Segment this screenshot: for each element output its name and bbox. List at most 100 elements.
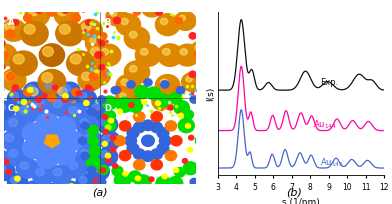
Circle shape [83, 101, 89, 105]
Circle shape [59, 24, 70, 34]
Circle shape [198, 146, 210, 156]
Circle shape [42, 73, 53, 82]
Circle shape [76, 174, 96, 192]
Circle shape [133, 122, 145, 133]
Circle shape [0, 47, 5, 56]
Circle shape [111, 188, 120, 195]
Text: $\mathrm{Au}_{145}$: $\mathrm{Au}_{145}$ [320, 156, 344, 169]
Circle shape [175, 17, 182, 24]
Circle shape [60, 181, 80, 199]
Circle shape [116, 14, 140, 35]
Circle shape [171, 136, 182, 146]
Circle shape [0, 104, 5, 111]
Circle shape [69, 107, 78, 114]
Circle shape [114, 17, 121, 24]
Circle shape [5, 116, 27, 135]
Circle shape [100, 71, 107, 78]
Text: B: B [104, 18, 110, 27]
Circle shape [103, 134, 111, 141]
Circle shape [0, 162, 15, 181]
Text: (b): (b) [286, 188, 302, 198]
Circle shape [87, 125, 98, 135]
Circle shape [87, 166, 96, 174]
Circle shape [158, 44, 183, 66]
Circle shape [2, 19, 26, 41]
Circle shape [112, 166, 123, 176]
Circle shape [144, 195, 152, 203]
Circle shape [156, 14, 180, 35]
Circle shape [24, 88, 32, 96]
Circle shape [9, 119, 18, 126]
Circle shape [100, 118, 108, 125]
Circle shape [97, 115, 118, 134]
Circle shape [22, 139, 45, 159]
Circle shape [81, 152, 89, 160]
Circle shape [144, 79, 152, 86]
Circle shape [121, 79, 128, 85]
Circle shape [199, 125, 211, 135]
Circle shape [151, 149, 163, 159]
Circle shape [32, 165, 54, 185]
Circle shape [56, 21, 83, 46]
Y-axis label: I(s): I(s) [206, 87, 215, 101]
Circle shape [42, 94, 47, 99]
Circle shape [157, 143, 169, 154]
Circle shape [50, 97, 72, 116]
Circle shape [195, 45, 201, 50]
Circle shape [195, 135, 208, 146]
Circle shape [133, 149, 145, 159]
Circle shape [2, 131, 24, 151]
Circle shape [109, 118, 114, 123]
Circle shape [0, 40, 5, 46]
Circle shape [72, 14, 80, 22]
Circle shape [29, 88, 38, 96]
Circle shape [25, 84, 49, 106]
Circle shape [0, 132, 4, 150]
Circle shape [54, 84, 79, 106]
Circle shape [0, 64, 5, 70]
Circle shape [120, 121, 131, 131]
Circle shape [161, 81, 169, 88]
Circle shape [142, 0, 163, 17]
Circle shape [135, 176, 140, 181]
Circle shape [62, 8, 68, 13]
Circle shape [98, 96, 106, 103]
Circle shape [160, 79, 168, 85]
Circle shape [128, 99, 143, 112]
Circle shape [155, 94, 170, 107]
Circle shape [200, 166, 209, 174]
Circle shape [178, 113, 183, 118]
Circle shape [105, 121, 116, 131]
Circle shape [85, 34, 107, 53]
Circle shape [102, 142, 107, 146]
Circle shape [13, 85, 18, 90]
Circle shape [13, 54, 24, 64]
Circle shape [46, 192, 51, 197]
Circle shape [13, 106, 19, 111]
Circle shape [156, 176, 171, 190]
Circle shape [183, 110, 194, 119]
Circle shape [83, 186, 89, 191]
Circle shape [207, 122, 215, 129]
Circle shape [20, 21, 48, 46]
Circle shape [121, 18, 128, 25]
Circle shape [11, 176, 18, 184]
Circle shape [133, 95, 140, 101]
Circle shape [76, 116, 98, 135]
Circle shape [42, 47, 54, 57]
Circle shape [10, 51, 37, 76]
Circle shape [174, 101, 189, 114]
Circle shape [100, 168, 105, 173]
Circle shape [98, 165, 109, 174]
Circle shape [9, 149, 18, 157]
Polygon shape [44, 135, 60, 148]
Circle shape [129, 103, 134, 107]
Circle shape [157, 128, 169, 138]
Circle shape [189, 33, 196, 39]
Circle shape [120, 151, 131, 161]
Circle shape [24, 82, 44, 100]
Circle shape [0, 101, 15, 119]
Circle shape [123, 171, 128, 176]
Circle shape [89, 30, 98, 38]
Circle shape [134, 112, 145, 122]
